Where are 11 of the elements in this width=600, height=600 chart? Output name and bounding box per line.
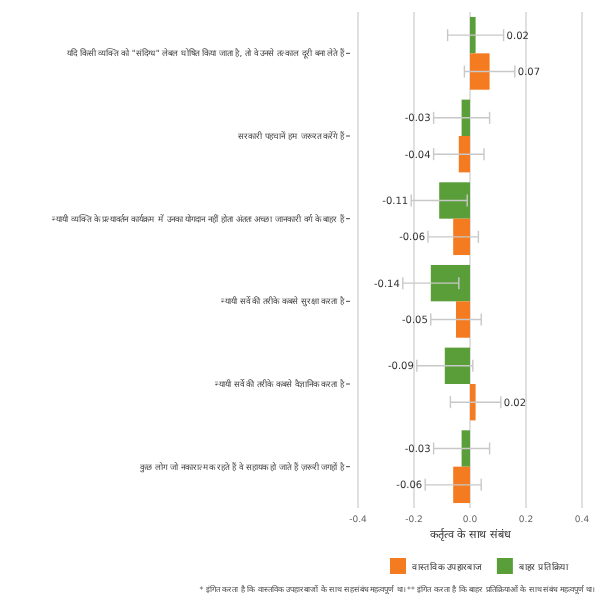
bar <box>453 466 470 504</box>
bar <box>456 301 470 338</box>
bar <box>470 53 490 90</box>
bar <box>444 347 470 384</box>
bar <box>439 182 470 219</box>
bar <box>430 264 470 302</box>
bar <box>458 136 470 173</box>
bar <box>470 384 476 421</box>
bar <box>470 16 476 54</box>
bar <box>461 430 470 467</box>
bar <box>453 218 470 256</box>
